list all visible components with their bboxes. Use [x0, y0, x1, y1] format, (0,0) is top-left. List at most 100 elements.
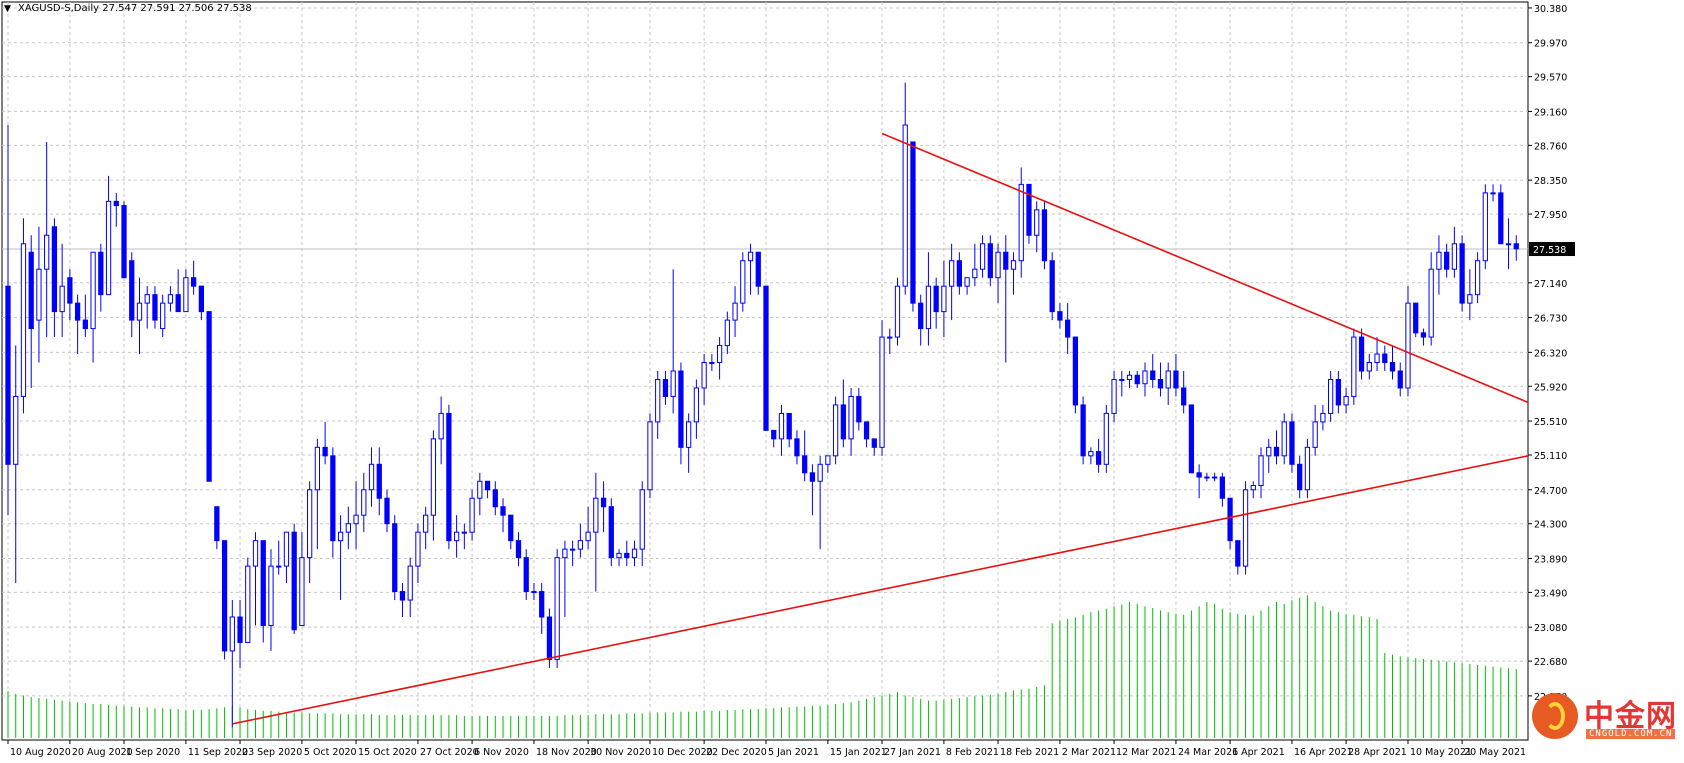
candle-body-bearish: [508, 514, 514, 542]
candle-body-bullish: [1242, 489, 1249, 567]
candle-body-bearish: [191, 277, 197, 287]
y-tick-label: 24.300: [1534, 520, 1567, 531]
candle-body-bullish: [1165, 370, 1171, 389]
current-price-badge: [1529, 242, 1575, 257]
candle-body-bullish: [1482, 192, 1488, 262]
y-tick-label: 28.760: [1534, 141, 1567, 152]
candle-body-bullish: [1328, 378, 1334, 414]
candle-body-bearish: [1150, 370, 1156, 380]
x-tick-label: 20 May 2021: [1464, 747, 1526, 758]
candle-body-bullish: [268, 565, 274, 626]
y-tick-label: 25.510: [1534, 417, 1567, 428]
candle-body-bearish: [175, 294, 181, 313]
candle-body-bearish: [1335, 378, 1341, 406]
x-tick-label: 1 Sep 2020: [126, 747, 180, 758]
candle-body-bearish: [237, 616, 243, 643]
candle-body-bearish: [1041, 209, 1048, 262]
candle-body-bullish: [964, 277, 970, 287]
candle-body-bullish: [531, 591, 537, 594]
candle-body-bullish: [1374, 353, 1380, 364]
candle-body-bearish: [384, 497, 390, 525]
candle-body-bearish: [1003, 251, 1009, 270]
candle-body-bearish: [260, 540, 266, 626]
candle-body-bullish: [894, 285, 901, 338]
candle-body-bearish: [1065, 319, 1071, 338]
candle-body-bullish: [693, 387, 700, 423]
candle-body-bearish: [763, 285, 769, 431]
candle-body-bearish: [1196, 472, 1202, 478]
candle-body-bullish: [1034, 209, 1040, 236]
candle-body-bullish: [1405, 302, 1411, 389]
candle-body-bullish: [593, 497, 599, 533]
x-tick-label: 2 Mar 2021: [1062, 747, 1116, 758]
candle-body-bearish: [330, 455, 336, 542]
candle-body-bearish: [399, 591, 406, 601]
candle-body-bearish: [98, 251, 104, 296]
candle-body-bullish: [1467, 294, 1473, 304]
candle-body-bullish: [995, 251, 1001, 279]
candle-body-bullish: [709, 362, 715, 365]
y-tick-label: 28.350: [1534, 176, 1567, 187]
candle-body-bearish: [771, 429, 777, 440]
candle-body-bullish: [1451, 243, 1458, 270]
candle-body-bearish: [1273, 446, 1280, 457]
current-price-label: 27.538: [1533, 245, 1566, 256]
candle-body-bearish: [1413, 302, 1419, 334]
candle-body-bearish: [856, 395, 862, 423]
y-tick-label: 30.380: [1534, 4, 1567, 15]
candle-body-bullish: [1343, 395, 1349, 406]
candle-body-bullish: [1010, 260, 1017, 270]
candle-body-bearish: [1389, 362, 1396, 372]
y-tick-label: 24.700: [1534, 486, 1567, 497]
x-tick-label: 23 Sep 2020: [242, 747, 302, 758]
candle-body-bullish: [1428, 268, 1434, 338]
y-tick-label: 26.730: [1534, 314, 1567, 325]
candle-body-bearish: [198, 285, 204, 313]
candle-body-bearish: [5, 285, 11, 465]
candle-body-bullish: [554, 557, 560, 660]
candle-body-bearish: [1397, 370, 1403, 389]
candle-body-bullish: [879, 336, 885, 448]
candle-body-bullish: [778, 412, 785, 440]
x-tick-label: 28 Apr 2021: [1348, 747, 1407, 758]
x-tick-label: 30 Nov 2020: [590, 747, 651, 758]
candle-body-bullish: [144, 294, 150, 304]
x-tick-label: 20 Aug 2020: [72, 747, 133, 758]
x-tick-label: 22 Dec 2020: [706, 747, 767, 758]
candle-body-bullish: [631, 548, 638, 559]
x-tick-label: 16 Apr 2021: [1294, 747, 1353, 758]
candle-body-bearish: [933, 285, 939, 313]
candle-body-bullish: [314, 446, 321, 491]
y-tick-label: 23.490: [1534, 588, 1567, 599]
candle-body-bullish: [36, 268, 42, 321]
watermark-text: 中金网: [1584, 699, 1677, 734]
y-tick-label: 29.570: [1534, 73, 1567, 84]
candle-body-bearish: [662, 378, 669, 397]
candle-body-bearish: [794, 438, 800, 457]
symbol-label: XAGUSD-S,Daily: [18, 3, 100, 14]
candle-body-bearish: [1513, 243, 1519, 250]
candle-body-bearish: [863, 421, 870, 440]
watermark-subtext: CNGOLD.COM.CN: [1586, 729, 1676, 739]
candle-body-bullish: [585, 531, 591, 542]
candle-body-bullish: [252, 540, 259, 567]
candle-body-bullish: [724, 319, 730, 347]
candle-body-bullish: [345, 523, 351, 533]
candle-body-bullish: [1088, 451, 1094, 457]
candle-body-bearish: [600, 497, 607, 508]
candle-body-bearish: [910, 141, 916, 304]
candle-body-bearish: [214, 506, 220, 542]
candle-body-bullish: [1018, 183, 1024, 262]
candle-body-bearish: [492, 489, 498, 508]
candle-body-bullish: [570, 548, 576, 551]
x-tick-label: 10 Aug 2020: [10, 747, 71, 758]
candle-body-bullish: [20, 243, 27, 397]
y-tick-label: 29.160: [1534, 107, 1567, 118]
candle-body-bullish: [647, 421, 653, 491]
candle-body-bullish: [469, 497, 475, 533]
candle-body-bearish: [1498, 192, 1504, 245]
candle-body-bullish: [167, 294, 174, 304]
candle-body-bullish: [44, 234, 50, 270]
candle-body-bullish: [1142, 370, 1148, 385]
candle-body-bullish: [1111, 378, 1117, 414]
